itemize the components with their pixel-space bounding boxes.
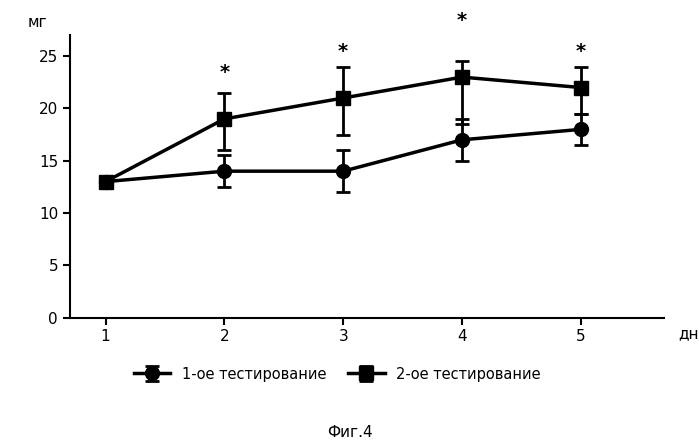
Text: *: *	[219, 64, 229, 82]
Text: *: *	[457, 11, 467, 30]
X-axis label: дни: дни	[679, 326, 699, 341]
Text: Фиг.4: Фиг.4	[326, 425, 373, 440]
Y-axis label: мг: мг	[27, 15, 47, 30]
Legend: 1-ое тестирование, 2-ое тестирование: 1-ое тестирование, 2-ое тестирование	[134, 367, 541, 382]
Text: *: *	[576, 42, 586, 61]
Text: *: *	[338, 42, 348, 61]
